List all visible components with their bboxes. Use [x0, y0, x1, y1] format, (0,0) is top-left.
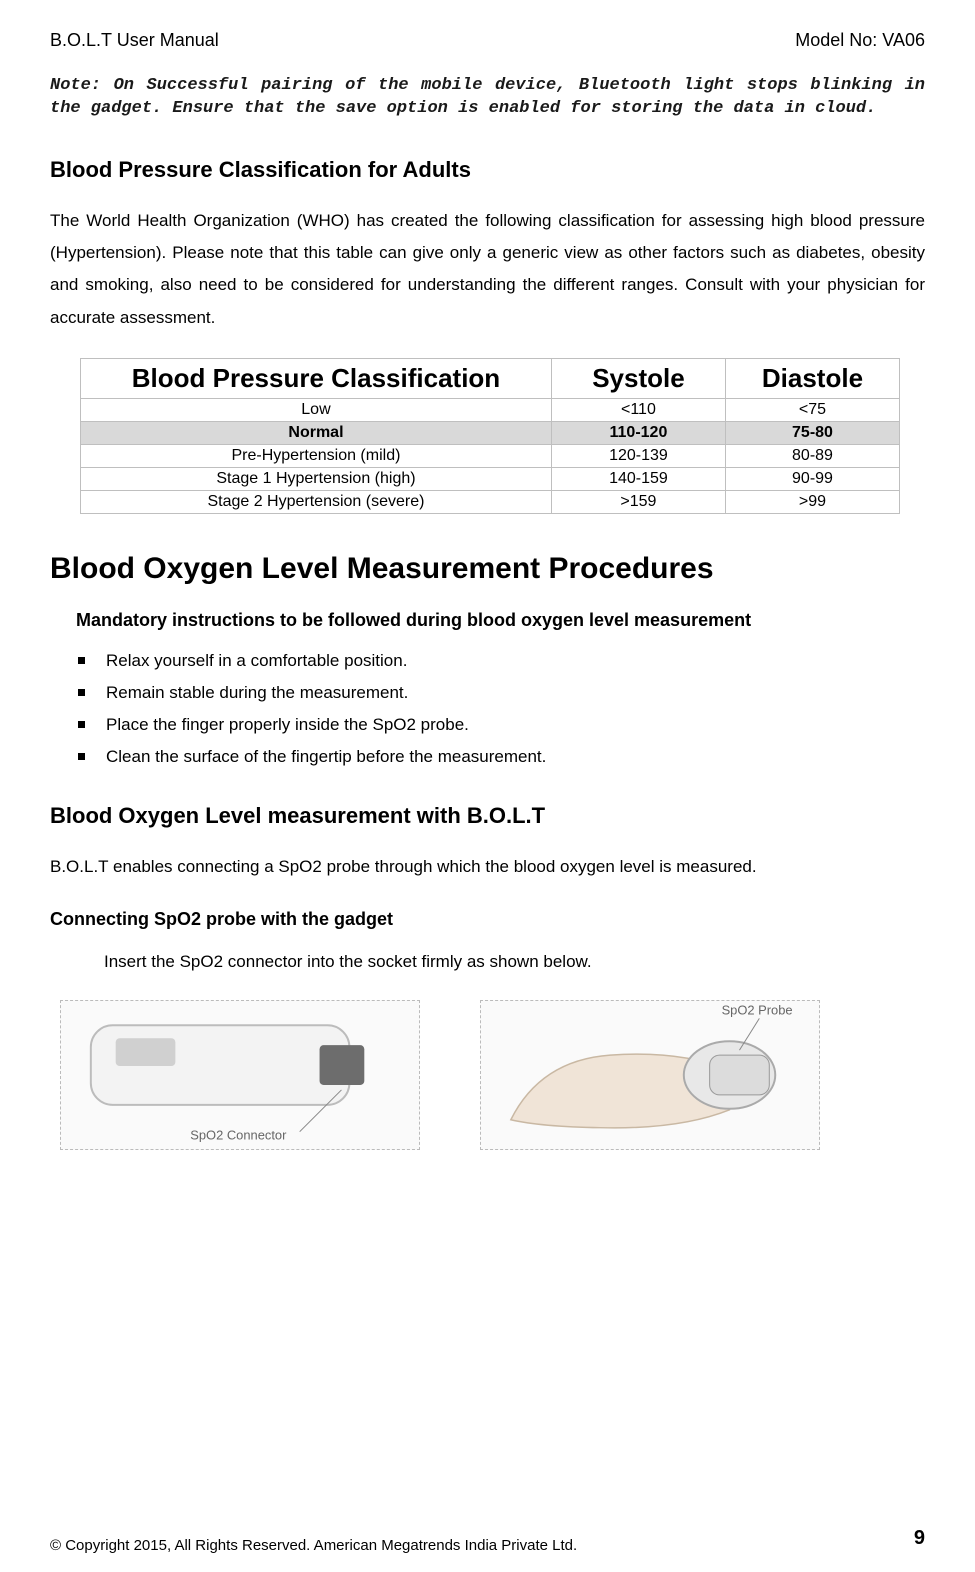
table-cell: 140-159 — [551, 468, 725, 491]
header-left: B.O.L.T User Manual — [50, 30, 219, 51]
bp-table-header-row: Blood Pressure Classification Systole Di… — [81, 359, 900, 399]
header-right: Model No: VA06 — [795, 30, 925, 51]
table-row: Stage 2 Hypertension (severe)>159>99 — [81, 491, 900, 514]
list-item: Relax yourself in a comfortable position… — [76, 645, 925, 677]
table-cell: >159 — [551, 491, 725, 514]
table-cell: <75 — [725, 399, 899, 422]
list-item: Place the finger properly inside the SpO… — [76, 709, 925, 741]
finger-probe-image: SpO2 Probe — [480, 1000, 820, 1150]
table-cell: Normal — [81, 422, 552, 445]
note-text: Note: On Successful pairing of the mobil… — [50, 75, 925, 121]
footer-copyright: © Copyright 2015, All Rights Reserved. A… — [50, 1537, 577, 1554]
list-item: Remain stable during the measurement. — [76, 677, 925, 709]
table-row: Normal110-12075-80 — [81, 422, 900, 445]
page-footer: © Copyright 2015, All Rights Reserved. A… — [50, 1527, 925, 1554]
bp-classification-paragraph: The World Health Organization (WHO) has … — [50, 205, 925, 334]
bp-classification-heading: Blood Pressure Classification for Adults — [50, 157, 925, 183]
table-cell: 120-139 — [551, 445, 725, 468]
table-cell: <110 — [551, 399, 725, 422]
table-row: Low<110<75 — [81, 399, 900, 422]
mandatory-instructions-list: Relax yourself in a comfortable position… — [76, 645, 925, 773]
page-header: B.O.L.T User Manual Model No: VA06 — [50, 30, 925, 51]
table-row: Stage 1 Hypertension (high)140-15990-99 — [81, 468, 900, 491]
table-cell: 110-120 — [551, 422, 725, 445]
svg-text:SpO2 Connector: SpO2 Connector — [190, 1128, 287, 1143]
table-cell: Stage 2 Hypertension (severe) — [81, 491, 552, 514]
bp-col-diastole: Diastole — [725, 359, 899, 399]
table-cell: >99 — [725, 491, 899, 514]
spo2-procedures-heading: Blood Oxygen Level Measurement Procedure… — [50, 552, 925, 586]
image-row: SpO2 Connector SpO2 Probe — [60, 1000, 925, 1150]
device-connector-image: SpO2 Connector — [60, 1000, 420, 1150]
table-cell: 80-89 — [725, 445, 899, 468]
table-cell: 75-80 — [725, 422, 899, 445]
bp-table: Blood Pressure Classification Systole Di… — [80, 358, 900, 514]
bp-col-classification: Blood Pressure Classification — [81, 359, 552, 399]
page-number: 9 — [914, 1527, 925, 1550]
svg-text:SpO2 Probe: SpO2 Probe — [722, 1003, 793, 1018]
connect-probe-text: Insert the SpO2 connector into the socke… — [104, 952, 925, 972]
connect-probe-heading: Connecting SpO2 probe with the gadget — [50, 909, 925, 930]
table-cell: Stage 1 Hypertension (high) — [81, 468, 552, 491]
table-cell: Pre-Hypertension (mild) — [81, 445, 552, 468]
table-cell: 90-99 — [725, 468, 899, 491]
mandatory-instructions-heading: Mandatory instructions to be followed du… — [76, 610, 925, 631]
spo2-measure-heading: Blood Oxygen Level measurement with B.O.… — [50, 803, 925, 829]
spo2-measure-text: B.O.L.T enables connecting a SpO2 probe … — [50, 851, 925, 883]
table-cell: Low — [81, 399, 552, 422]
bp-col-systole: Systole — [551, 359, 725, 399]
list-item: Clean the surface of the fingertip befor… — [76, 741, 925, 773]
table-row: Pre-Hypertension (mild)120-13980-89 — [81, 445, 900, 468]
